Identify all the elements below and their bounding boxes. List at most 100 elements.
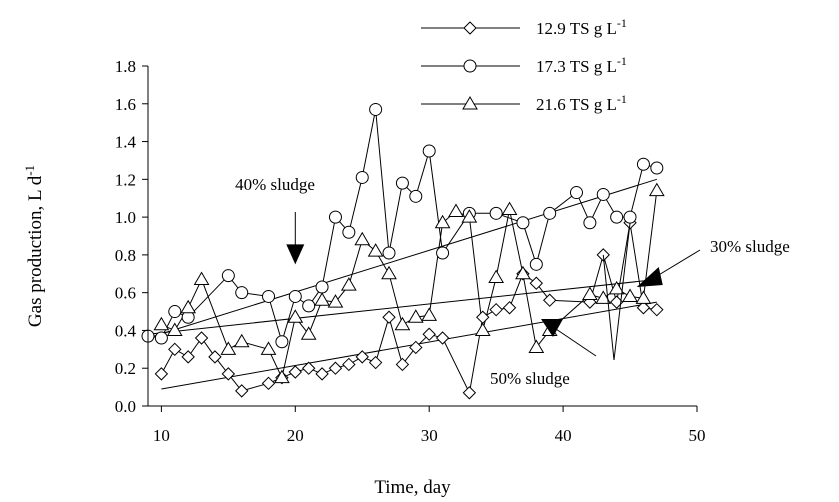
data-point-triangle — [233, 333, 250, 348]
trendline — [147, 278, 657, 335]
data-point-diamond — [261, 376, 276, 391]
data-point-diamond — [650, 302, 664, 317]
annotation-leader-line — [602, 254, 615, 361]
annotation-arrowhead — [541, 319, 564, 337]
data-point-triangle — [166, 322, 183, 336]
data-point-circle — [288, 289, 302, 303]
trendline-layer — [147, 178, 657, 390]
x-tick-label: 20 — [287, 426, 304, 445]
legend-marker-circle — [463, 59, 477, 73]
annotation-arrow-shaft — [552, 326, 597, 357]
data-point-diamond — [462, 386, 477, 400]
data-point-triangle — [327, 294, 344, 308]
legend-marker-triangle — [462, 96, 478, 110]
data-point-diamond — [181, 350, 195, 364]
data-point-circle — [543, 206, 557, 220]
data-point-circle — [342, 225, 356, 239]
legend-label-superscript: -1 — [617, 92, 627, 106]
data-point-circle — [610, 210, 624, 224]
legend: 12.9 TS g L-117.3 TS g L-121.6 TS g L-1 — [421, 16, 627, 114]
data-point-triangle — [193, 271, 210, 285]
legend-label-superscript: -1 — [617, 54, 627, 68]
y-tick-label: 0.0 — [115, 397, 136, 416]
x-axis-title: Time, day — [374, 477, 451, 498]
data-point-diamond — [422, 327, 436, 341]
data-point-diamond — [235, 384, 249, 398]
data-point-triangle — [407, 309, 424, 323]
data-point-triangle — [421, 307, 438, 321]
y-tick-label: 1.8 — [115, 57, 136, 76]
y-tick-label: 0.6 — [115, 284, 136, 303]
data-point-diamond — [368, 355, 383, 370]
annotation-leader-line — [613, 222, 631, 361]
axes-layer: 0.0 0.2 0.4 0.6 0.8 1.0 1.2 1.4 1.6 1.8 10 20 30 40 50… — [22, 57, 706, 498]
data-point-circle — [382, 246, 396, 260]
data-point-circle — [489, 206, 503, 220]
data-point-triangle — [434, 214, 451, 229]
x-tick-label: 50 — [689, 426, 706, 445]
data-point-diamond — [382, 310, 396, 324]
legend-label-main: 21.6 TS g L — [536, 95, 617, 114]
y-axis-title-main: Gas production, L d — [25, 175, 46, 327]
annotation-layer: 40% sludge 30% sludge 50% sludge — [235, 175, 790, 388]
data-point-circle — [395, 176, 409, 190]
data-point-diamond — [502, 301, 517, 315]
data-point-circle — [315, 280, 329, 294]
y-tick-label: 0.2 — [115, 359, 136, 378]
marker-layer — [141, 102, 665, 400]
data-point-triangle — [314, 292, 330, 306]
data-point-triangle — [274, 369, 290, 384]
y-tick-label: 0.8 — [115, 246, 136, 265]
data-point-circle — [636, 157, 650, 171]
data-point-diamond — [636, 301, 651, 315]
data-point-diamond — [355, 350, 369, 364]
x-tick-label: 10 — [153, 426, 170, 445]
y-axis-title: Gas production, L d-1 — [22, 165, 46, 327]
legend-label-main: 17.3 TS g L — [536, 57, 617, 76]
y-axis-title-superscript: -1 — [22, 165, 37, 176]
data-point-circle — [409, 189, 423, 203]
data-point-circle — [154, 331, 168, 345]
data-point-diamond — [221, 367, 236, 381]
data-point-triangle — [501, 201, 518, 216]
data-point-triangle — [648, 182, 665, 197]
data-point-circle — [569, 186, 583, 200]
data-point-triangle — [260, 341, 277, 355]
x-tick-label: 30 — [421, 426, 438, 445]
data-point-circle — [623, 210, 637, 224]
data-point-circle — [168, 305, 182, 319]
data-point-diamond — [395, 357, 410, 372]
series-line-diamond — [160, 222, 657, 395]
data-point-triangle — [448, 203, 464, 217]
data-point-diamond — [154, 367, 169, 381]
data-point-triangle — [461, 209, 478, 223]
data-point-circle — [529, 257, 543, 271]
data-point-triangle — [515, 265, 531, 280]
data-point-triangle — [394, 316, 411, 331]
data-point-triangle — [287, 309, 304, 323]
data-point-circle — [369, 102, 383, 116]
data-point-triangle — [582, 286, 598, 301]
data-point-triangle — [220, 341, 237, 355]
legend-label: 21.6 TS g L-1 — [536, 92, 627, 114]
data-point-circle — [355, 170, 369, 184]
annotation-arrowhead — [636, 267, 663, 287]
data-point-circle — [596, 187, 610, 201]
data-point-diamond — [315, 367, 329, 381]
data-point-triangle — [153, 316, 170, 331]
data-point-triangle — [622, 288, 638, 302]
legend-label-main: 12.9 TS g L — [536, 19, 617, 38]
y-tick-label: 1.4 — [115, 133, 137, 152]
annotation-label: 30% sludge — [710, 237, 790, 256]
data-point-circle — [302, 299, 316, 313]
data-point-circle — [436, 246, 450, 260]
data-point-triangle — [354, 231, 371, 246]
data-point-triangle — [474, 322, 491, 336]
legend-marker-diamond — [463, 21, 477, 35]
data-point-triangle — [300, 326, 317, 340]
trendline — [147, 178, 657, 339]
annotation-arrowhead — [286, 244, 305, 265]
data-point-circle — [583, 216, 597, 230]
